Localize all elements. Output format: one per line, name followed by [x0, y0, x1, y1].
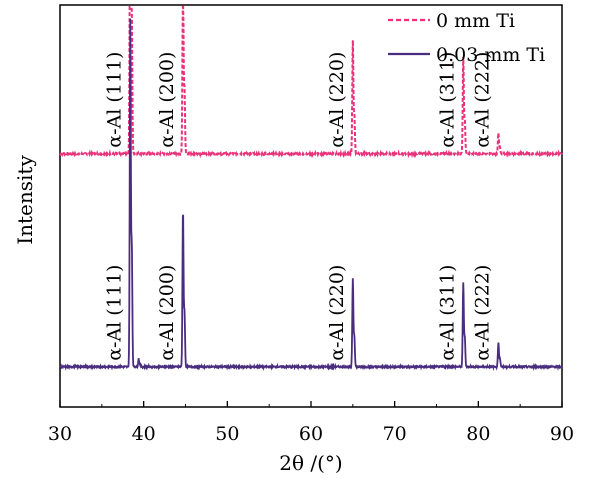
series-layer — [59, 6, 563, 372]
y-axis-label: Intensity — [13, 155, 37, 245]
peak-label: α-Al (311) — [436, 265, 458, 361]
x-tick-label: 80 — [466, 423, 490, 445]
x-tick-label: 40 — [132, 423, 156, 445]
peak-label: α-Al (200) — [156, 265, 178, 361]
x-tick-label: 70 — [383, 423, 407, 445]
x-axis-label: 2θ /(°) — [279, 451, 342, 475]
peak-label-layer: α-Al (111) α-Al (200) α-Al (220) α-Al (311)… — [103, 52, 493, 361]
peak-label: α-Al (220) — [326, 52, 348, 148]
peak-label: α-Al (311) — [436, 52, 458, 148]
x-tick-label: 50 — [215, 423, 239, 445]
peak-label: α-Al (111) — [103, 265, 125, 361]
legend-label-0mm: 0 mm Ti — [436, 10, 515, 32]
x-ticks: 30 40 50 60 70 80 90 — [48, 401, 574, 445]
x-tick-label: 90 — [550, 423, 574, 445]
series-line-1 — [59, 18, 563, 372]
legend: 0 mm Ti 0.03 mm Ti — [388, 10, 545, 66]
peak-label: α-Al (200) — [156, 52, 178, 148]
peak-label: α-Al (222) — [471, 265, 493, 361]
x-tick-label: 60 — [299, 423, 323, 445]
peak-label: α-Al (222) — [471, 52, 493, 148]
series-line-0 — [59, 6, 563, 159]
legend-label-003mm: 0.03 mm Ti — [436, 44, 545, 66]
peak-label: α-Al (111) — [103, 52, 125, 148]
x-tick-label: 30 — [48, 423, 72, 445]
peak-label: α-Al (220) — [326, 265, 348, 361]
